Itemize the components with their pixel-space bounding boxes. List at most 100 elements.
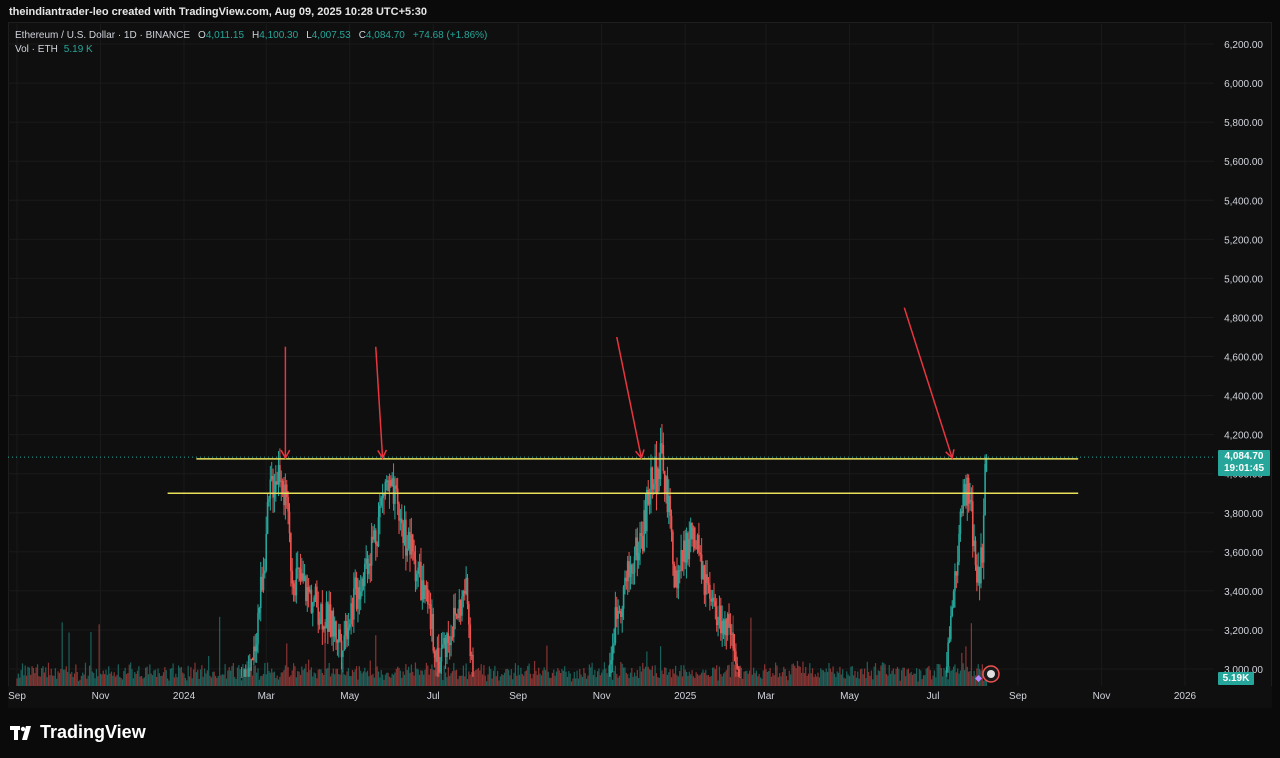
volume-bar xyxy=(421,670,423,686)
candle-body xyxy=(647,489,650,505)
volume-bar xyxy=(49,675,51,686)
volume-bar xyxy=(116,674,118,686)
volume-bar xyxy=(972,676,974,686)
volume-bar xyxy=(555,671,558,686)
candle-body xyxy=(269,479,272,499)
volume-bar xyxy=(676,675,678,686)
volume-bar xyxy=(328,662,330,686)
volume-bar xyxy=(380,670,382,686)
volume-bar xyxy=(839,666,841,686)
volume-bar xyxy=(728,664,730,686)
volume-bar xyxy=(702,669,704,686)
volume-bar xyxy=(764,664,766,686)
volume-bar xyxy=(828,662,830,686)
candle-body xyxy=(316,586,318,608)
candle-body xyxy=(669,495,671,516)
volume-bar xyxy=(933,670,936,686)
candle-body xyxy=(437,647,440,673)
candle-body xyxy=(632,572,634,574)
candle-body xyxy=(357,587,359,609)
x-tick-label: Nov xyxy=(593,691,611,702)
candle-body xyxy=(391,478,393,487)
volume-bar xyxy=(837,672,840,686)
candle-body xyxy=(973,540,975,547)
volume-bar xyxy=(177,665,180,686)
volume-bar xyxy=(25,675,28,686)
volume-bar xyxy=(499,676,501,686)
volume-bar xyxy=(701,672,703,686)
volume-bar xyxy=(521,674,523,686)
volume-bar xyxy=(596,671,599,686)
volume-bar xyxy=(857,671,859,686)
candle-body xyxy=(636,537,639,561)
volume-bar xyxy=(339,674,341,686)
volume-bar xyxy=(758,673,760,686)
arrow-line xyxy=(616,336,643,459)
chart-frame[interactable] xyxy=(8,22,1272,708)
candle-body xyxy=(457,616,459,619)
volume-bar xyxy=(360,670,362,686)
volume-bar xyxy=(365,672,367,686)
volume-bar xyxy=(683,665,685,686)
volume-bar xyxy=(224,664,226,686)
bar-countdown: 19:01:45 xyxy=(1223,463,1265,474)
volume-bar xyxy=(205,673,207,686)
volume-value: 5.19 K xyxy=(63,44,93,55)
volume-bar xyxy=(316,678,318,686)
volume-bar xyxy=(946,671,948,686)
volume-bar xyxy=(613,670,615,686)
x-tick-label: 2026 xyxy=(1174,691,1197,702)
volume-bar xyxy=(531,678,533,686)
candle-body xyxy=(307,587,310,592)
volume-bar xyxy=(130,662,132,686)
volume-bar xyxy=(850,666,852,686)
candle-body xyxy=(713,597,715,602)
volume-bar xyxy=(461,675,463,686)
volume-bar xyxy=(418,674,421,686)
volume-bar xyxy=(235,678,237,686)
volume-bar xyxy=(572,678,574,686)
volume-bar xyxy=(477,667,480,686)
volume-bar xyxy=(387,672,389,686)
volume-bar xyxy=(685,671,688,686)
volume-bar xyxy=(228,667,230,686)
candle-body xyxy=(287,496,289,512)
volume-bar xyxy=(406,669,408,686)
volume-bar xyxy=(725,670,727,686)
candle-body xyxy=(958,533,960,562)
volume-bar xyxy=(76,672,78,686)
volume-bar xyxy=(891,670,893,686)
volume-bar xyxy=(303,668,306,686)
volume-bar xyxy=(853,675,855,686)
volume-bar xyxy=(453,663,455,686)
volume-bar xyxy=(379,677,381,686)
volume-bar xyxy=(881,662,883,686)
candle-body xyxy=(448,642,451,646)
volume-bar xyxy=(354,669,356,686)
volume-bar xyxy=(443,665,445,686)
volume-bar xyxy=(969,671,971,686)
candle-body xyxy=(965,484,967,506)
candle-body xyxy=(381,493,384,498)
volume-bar xyxy=(679,670,681,686)
candle-body xyxy=(985,457,988,472)
volume-bar xyxy=(353,671,355,686)
volume-bar xyxy=(809,663,811,686)
volume-bar xyxy=(966,666,968,686)
candle-body xyxy=(280,480,283,482)
candle-body xyxy=(313,597,315,603)
candle-body xyxy=(337,629,340,643)
tradingview-logo[interactable]: TradingView xyxy=(10,722,146,743)
candle-body xyxy=(459,599,462,616)
candle-body xyxy=(725,619,728,636)
volume-bar xyxy=(525,670,527,686)
volume-bar xyxy=(58,672,61,686)
close-label: C xyxy=(358,30,366,41)
candle-body xyxy=(665,476,667,494)
candle-body xyxy=(659,443,662,479)
volume-bar xyxy=(434,669,436,686)
x-tick-label: Sep xyxy=(509,691,527,702)
volume-bar xyxy=(751,674,753,686)
volume-bar xyxy=(429,669,432,686)
